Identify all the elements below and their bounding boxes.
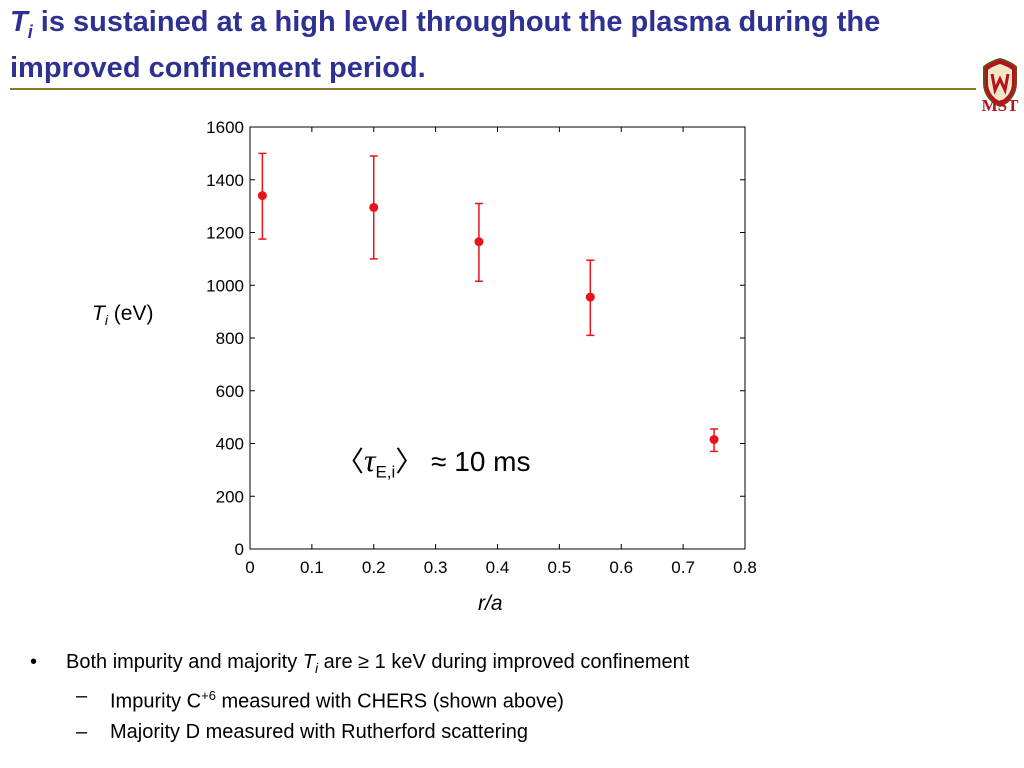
bullet-sub-majority: – Majority D measured with Rutherford sca… — [30, 714, 1010, 750]
y-axis-label: Ti (eV) — [92, 302, 154, 329]
y-tick-label: 200 — [216, 487, 244, 506]
x-tick-label: 0.7 — [671, 558, 695, 577]
data-point — [257, 152, 267, 240]
y-tick-label: 1200 — [206, 224, 244, 243]
x-tick-label: 0.8 — [733, 558, 757, 577]
point-marker — [709, 435, 719, 445]
x-tick-label: 0.1 — [300, 558, 324, 577]
y-tick-label: 1000 — [206, 276, 244, 295]
y-tick-label: 1400 — [206, 171, 244, 190]
point-marker — [474, 237, 484, 247]
y-tick-label: 400 — [216, 435, 244, 454]
y-tick-label: 1600 — [206, 118, 244, 137]
point-marker — [257, 191, 267, 201]
y-axis-ticks: 0 200 400 600 800 1000 1200 1400 1600 — [206, 118, 745, 559]
bullet-main: • Both impurity and majority Ti are ≥ 1 k… — [30, 648, 1010, 678]
crest-logo-icon — [983, 57, 1017, 108]
y-tick-label: 0 — [235, 540, 244, 559]
slide-title: Ti is sustained at a high level througho… — [10, 4, 970, 86]
y-tick-label: 800 — [216, 329, 244, 348]
title-text: is sustained at a high level throughout … — [10, 6, 881, 84]
x-tick-label: 0.6 — [609, 558, 633, 577]
x-axis-label: r/a — [478, 592, 503, 615]
x-tick-label: 0.5 — [548, 558, 572, 577]
point-marker — [585, 292, 595, 302]
bullet-sub-impurity: – Impurity C+6 measured with CHERS (shown… — [30, 678, 1010, 714]
ti-profile-chart: 0 0.1 0.2 0.3 0.4 0.5 0.6 0.7 0.8 0 200 400 600 800 1… — [206, 118, 757, 577]
data-point — [585, 259, 595, 337]
x-tick-label: 0.4 — [486, 558, 510, 577]
x-tick-label: 0 — [245, 558, 254, 577]
dash-marker: – — [76, 721, 88, 743]
bullet-marker: • — [30, 651, 38, 673]
y-tick-label: 600 — [216, 382, 244, 401]
bullet-list: • Both impurity and majority Ti are ≥ 1 k… — [30, 648, 1010, 750]
title-symbol: Ti — [10, 6, 33, 42]
x-axis-ticks: 0 0.1 0.2 0.3 0.4 0.5 0.6 0.7 0.8 — [245, 127, 757, 577]
data-point — [369, 155, 379, 260]
data-points — [257, 152, 719, 453]
title-divider — [10, 88, 976, 90]
data-point — [474, 202, 484, 283]
confinement-time-annotation: 〈τE,i〉 ≈ 10 ms — [336, 442, 531, 482]
data-point — [709, 428, 719, 453]
point-marker — [369, 202, 379, 212]
dash-marker: – — [76, 685, 88, 707]
plot-area — [249, 126, 746, 550]
mst-logo-text: MST — [981, 96, 1019, 115]
x-tick-label: 0.2 — [362, 558, 386, 577]
x-tick-label: 0.3 — [424, 558, 448, 577]
